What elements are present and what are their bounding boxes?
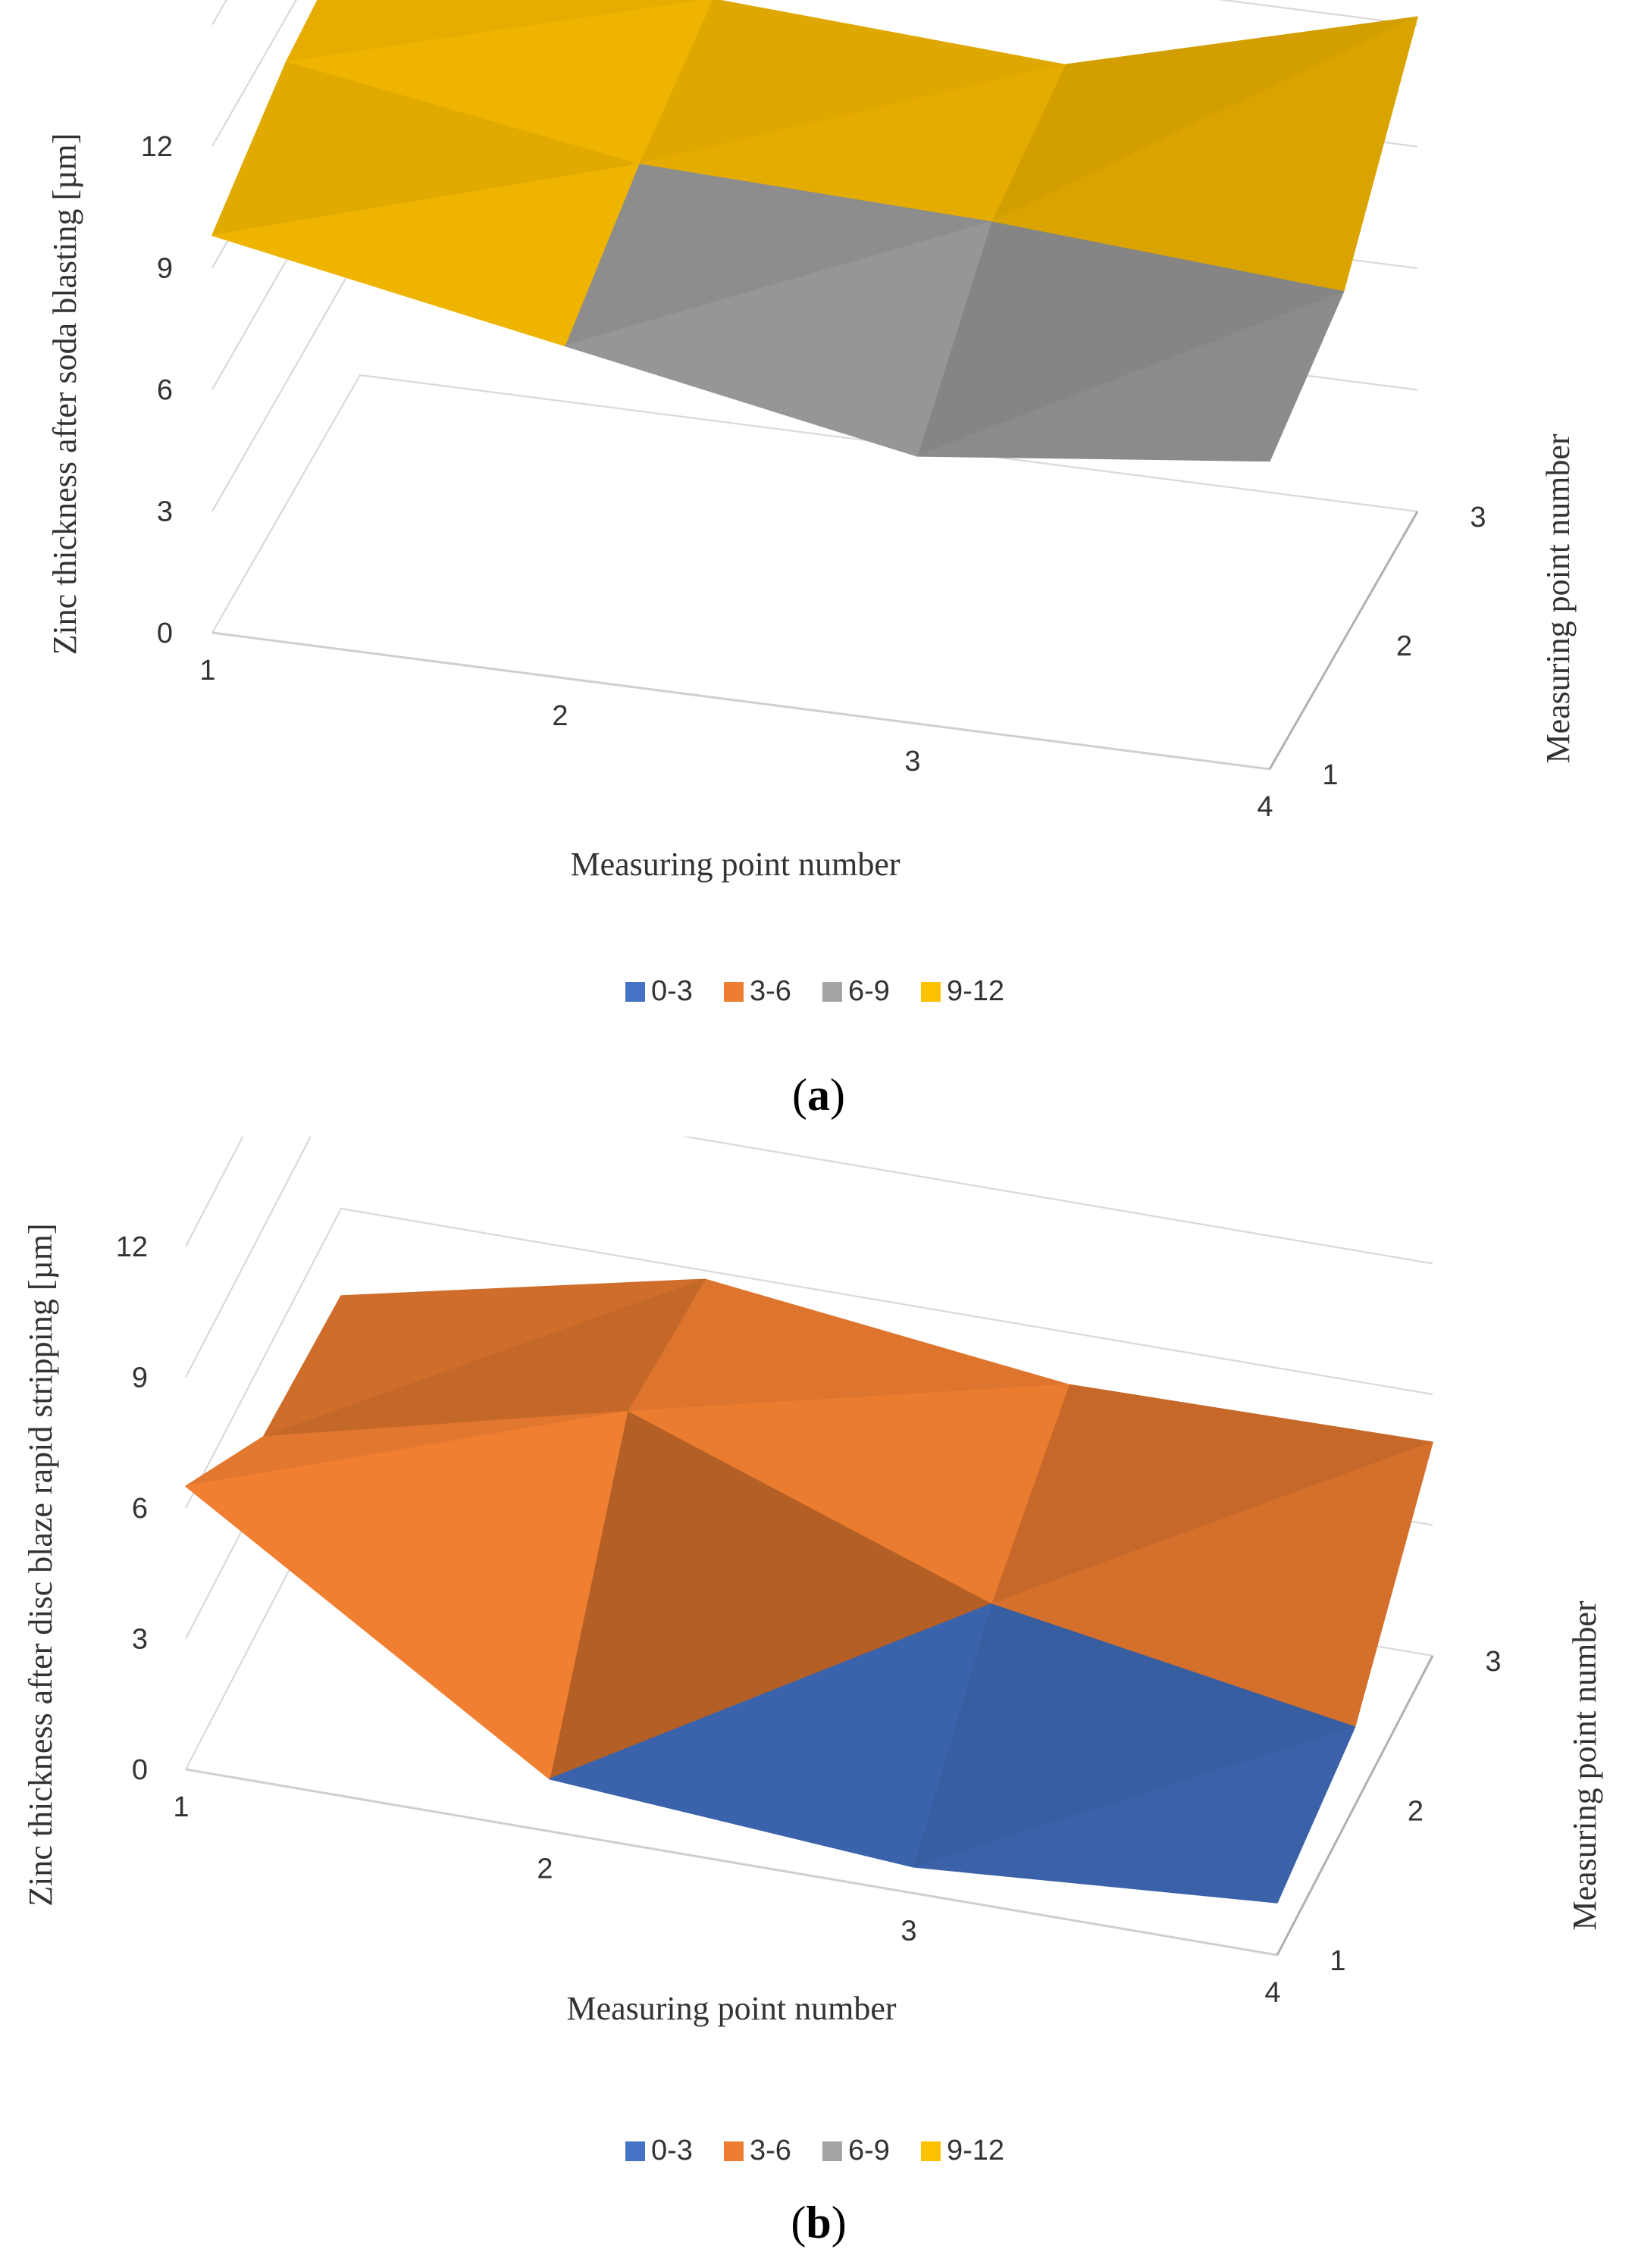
gridline-z: [211, 0, 1418, 147]
z-axis-title: Zinc thickness after disc blaze rapid st…: [22, 1223, 59, 1906]
legend-swatch: [921, 2141, 941, 2161]
panel-label: b: [806, 2198, 831, 2248]
x-tick-label: 1: [199, 655, 215, 687]
y-tick-label: 3: [1470, 502, 1486, 533]
gridline-z: [211, 374, 1418, 633]
legend: 0-3 3-6 6-9 9-12: [625, 2135, 1004, 2166]
z-tick-label: 3: [132, 1624, 148, 1656]
panel-caption: (a): [792, 1070, 845, 1120]
z-tick-label: 0: [132, 1754, 148, 1786]
z-axis-title: Zinc thickness after soda blasting [µm]: [46, 133, 83, 655]
surface-facet-6-9: [564, 221, 992, 457]
surface-facet-0-3: [549, 1603, 992, 1868]
y-tick-label: 1: [1330, 1945, 1345, 1977]
z-tick-label: 6: [132, 1493, 148, 1525]
legend-label: 0-3: [651, 975, 693, 1007]
panel-label: a: [807, 1070, 830, 1120]
legend-swatch: [724, 982, 744, 1002]
z-tick-label: 0: [157, 618, 173, 649]
legend-swatch: [822, 982, 842, 1002]
legend-swatch: [724, 2141, 744, 2161]
z-tick-label: 12: [116, 1231, 148, 1263]
z-tick-label: 3: [157, 496, 173, 528]
surface-facet-3-6: [185, 1410, 628, 1780]
z-tick-label: 12: [141, 131, 173, 163]
floor-y-axis: [1276, 1655, 1434, 1956]
surface: [211, 0, 1418, 462]
legend-label: 9-12: [947, 2135, 1004, 2166]
chart-panel-b: 0 3 6 9 12 1 2 3 4 1 2 3 Measuring point number Measu…: [0, 1137, 1635, 2268]
legend-swatch: [822, 2141, 842, 2161]
x-tick-label: 3: [901, 1915, 916, 1947]
x-tick-label: 4: [1264, 1977, 1280, 2009]
x-tick-label: 2: [552, 700, 568, 732]
y-tick-label: 3: [1485, 1646, 1501, 1678]
legend-label: 6-9: [848, 975, 890, 1007]
legend-label: 9-12: [947, 975, 1004, 1007]
legend-label: 3-6: [750, 2135, 791, 2166]
legend-label: 3-6: [750, 975, 791, 1007]
legend-swatch: [625, 982, 645, 1002]
legend: 0-3 3-6 6-9 9-12: [625, 975, 1004, 1007]
x-tick-label: 1: [173, 1791, 189, 1823]
surface: [185, 1278, 1433, 1904]
z-tick-label: 9: [132, 1362, 148, 1394]
legend-label: 6-9: [848, 2135, 890, 2166]
floor-x-axis: [211, 631, 1270, 771]
y-axis-title: Measuring point number: [1566, 1600, 1603, 1930]
legend-swatch: [921, 982, 941, 1002]
x-axis-title: Measuring point number: [566, 1990, 896, 2027]
floor-y-axis: [1268, 511, 1419, 770]
surface-facet-0-3: [913, 1726, 1356, 1904]
x-tick-label: 4: [1257, 791, 1273, 823]
y-tick-label: 1: [1322, 759, 1338, 791]
z-tick-label: 6: [157, 374, 173, 406]
surface-facet-9-12: [211, 164, 640, 347]
gridline-z: [185, 1137, 244, 1247]
x-tick-label: 2: [537, 1854, 553, 1885]
y-tick-label: 2: [1408, 1796, 1424, 1828]
gridline-z: [185, 1207, 1433, 1509]
y-axis-title: Measuring point number: [1539, 433, 1577, 763]
x-tick-label: 3: [904, 746, 920, 777]
gridline-z: [185, 1137, 1433, 1378]
legend-label: 0-3: [651, 2135, 693, 2166]
x-axis-title: Measuring point number: [570, 846, 900, 883]
legend-swatch: [625, 2141, 645, 2161]
z-tick-label: 9: [157, 253, 173, 285]
floor-x-axis: [185, 1768, 1278, 1957]
surface-facet-6-9: [916, 291, 1345, 462]
chart-panel-a: 0 3 6 9 12 1 2 3 4 1 2 3 Measuring point number Measu…: [46, 0, 1577, 1120]
panel-caption: (b): [791, 2198, 846, 2248]
y-tick-label: 2: [1396, 630, 1412, 662]
